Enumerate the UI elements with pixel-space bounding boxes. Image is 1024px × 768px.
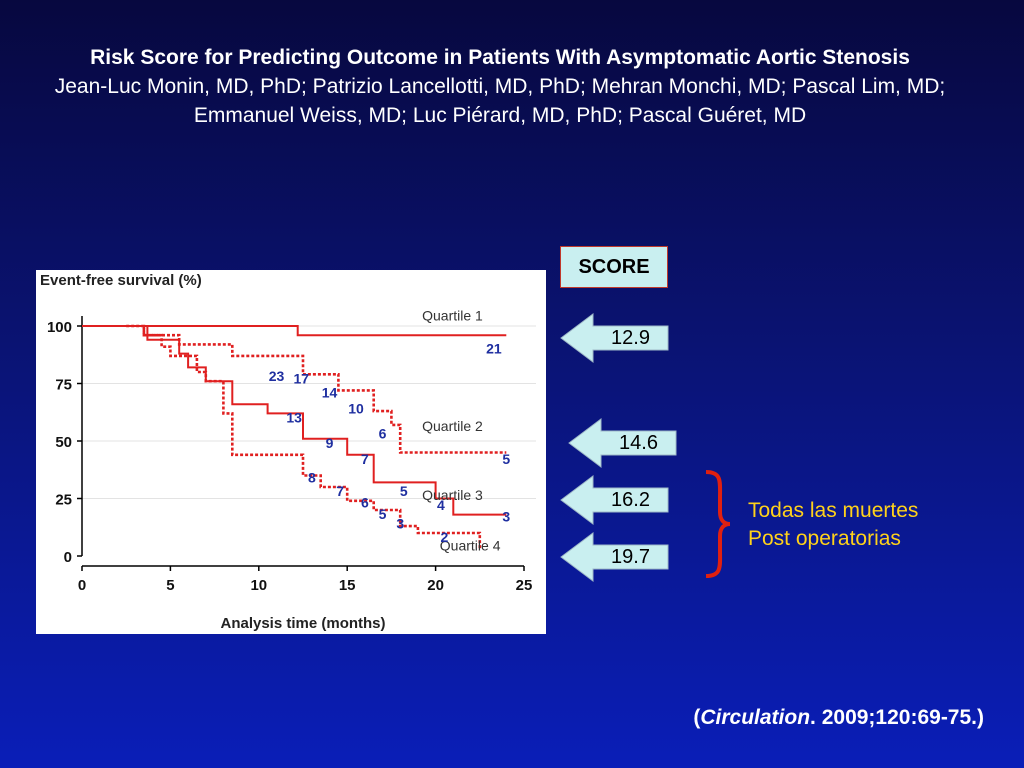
citation-journal: Circulation	[700, 706, 811, 729]
series-label-4: Quartile 4	[440, 538, 501, 554]
right-brace-icon	[705, 470, 731, 578]
note-line-1: Todas las muertes	[748, 499, 919, 522]
citation: (Circulation. 2009;120:69-75.)	[693, 706, 984, 730]
series-line-2	[126, 324, 507, 454]
at-risk-count: 4	[437, 497, 445, 513]
citation-rest: . 2009;120:69-75.)	[810, 706, 984, 729]
score-arrow-4: 19.7	[560, 532, 670, 582]
title-block: Risk Score for Predicting Outcome in Pat…	[10, 44, 990, 130]
survival-chart: 0 25 50 75 100 0 5 10 15 20 25 Event-free survival …	[36, 270, 546, 634]
y-tick-label: 75	[55, 377, 72, 394]
at-risk-count: 9	[326, 435, 334, 451]
slide-title: Risk Score for Predicting Outcome in Pat…	[90, 46, 910, 69]
score-arrow-3: 16.2	[560, 475, 670, 525]
note-text: Todas las muertes Post operatorias	[748, 497, 918, 553]
series-label-1: Quartile 1	[422, 308, 483, 324]
at-risk-count: 8	[308, 469, 316, 485]
at-risk-count: 5	[502, 451, 510, 467]
at-risk-count: 6	[379, 426, 387, 442]
x-tick-label: 5	[166, 577, 174, 594]
score-arrow-1: 12.9	[560, 313, 670, 363]
series-label-2: Quartile 2	[422, 418, 483, 434]
at-risk-count: 21	[486, 341, 502, 357]
y-tick-label: 25	[55, 492, 72, 509]
at-risk-count: 5	[400, 483, 408, 499]
series-label-3: Quartile 3	[422, 487, 483, 503]
arrow-left-icon	[560, 475, 669, 525]
score-value: 14.6	[619, 431, 658, 454]
y-axis-label: Event-free survival (%)	[40, 272, 202, 289]
score-value: 16.2	[611, 488, 650, 511]
arrow-left-icon	[568, 418, 677, 468]
y-tick-label: 0	[64, 549, 72, 566]
at-risk-count: 13	[286, 410, 302, 426]
score-value: 19.7	[611, 545, 650, 568]
note-line-2: Post operatorias	[748, 527, 901, 550]
x-tick-label: 10	[250, 577, 267, 594]
at-risk-count: 3	[502, 509, 510, 525]
at-risk-count: 17	[293, 371, 309, 387]
x-tick-label: 25	[516, 577, 533, 594]
series-line-3	[82, 325, 507, 516]
series-line-1	[82, 325, 507, 337]
at-risk-count: 7	[361, 451, 369, 467]
at-risk-count: 10	[348, 400, 364, 416]
at-risk-count: 6	[361, 495, 369, 511]
at-risk-count: 3	[396, 515, 404, 531]
score-value: 12.9	[611, 326, 650, 349]
score-arrow-2: 14.6	[568, 418, 678, 468]
x-tick-label: 20	[427, 577, 444, 594]
slide-authors: Jean-Luc Monin, MD, PhD; Patrizio Lancel…	[54, 75, 946, 127]
at-risk-count: 2	[441, 529, 449, 545]
arrow-left-icon	[560, 532, 669, 582]
y-tick-label: 100	[47, 319, 72, 336]
score-header: SCORE	[560, 246, 668, 288]
at-risk-count: 7	[336, 483, 344, 499]
arrow-left-icon	[560, 313, 669, 363]
series-line-4	[142, 326, 482, 550]
at-risk-count: 5	[379, 506, 387, 522]
x-tick-label: 15	[339, 577, 356, 594]
y-tick-label: 50	[55, 434, 72, 451]
at-risk-count: 23	[269, 368, 285, 384]
x-axis-label: Analysis time (months)	[220, 615, 385, 632]
at-risk-count: 14	[322, 384, 338, 400]
citation-open: (	[693, 706, 701, 729]
x-tick-label: 0	[78, 577, 86, 594]
